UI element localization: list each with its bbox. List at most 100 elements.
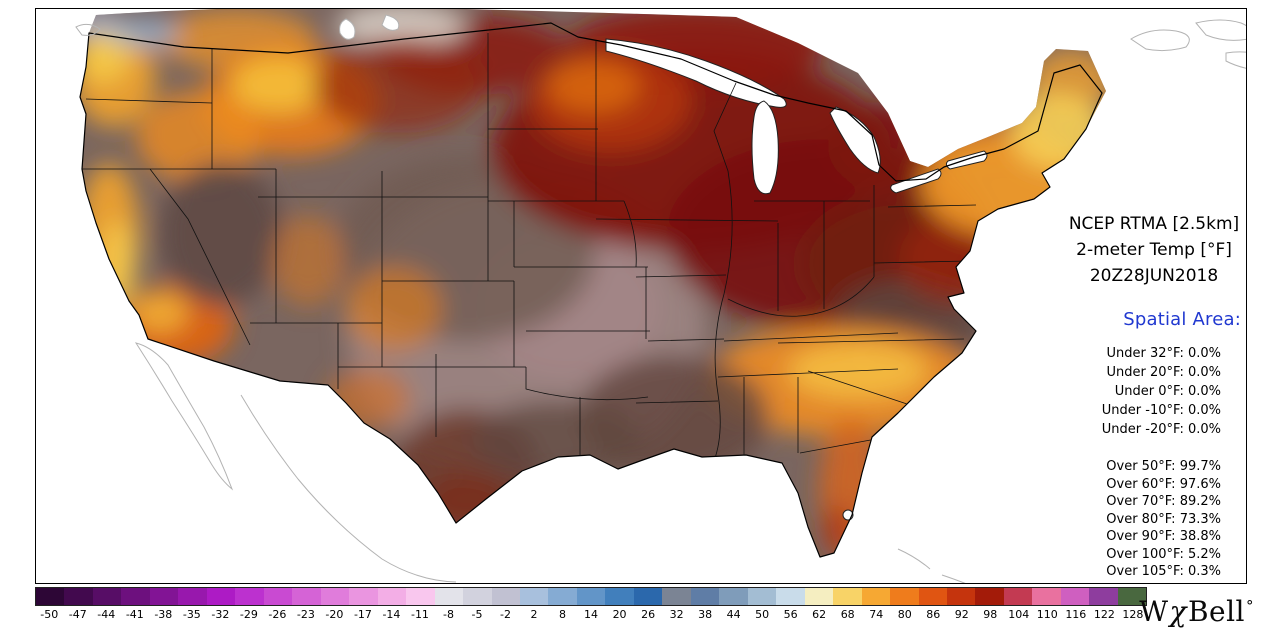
colorbar-cell <box>662 588 691 605</box>
state-borders <box>82 29 977 462</box>
weatherbell-logo: WχBell° <box>1139 595 1254 628</box>
colorbar-tick-label: 2 <box>530 608 538 621</box>
colorbar-cell <box>633 588 663 605</box>
colorbar-tick-label: -23 <box>296 608 315 621</box>
spatial-area-title: Spatial Area: <box>1123 309 1241 330</box>
colorbar-tick-label: -32 <box>211 608 230 621</box>
colorbar-tick-label: 74 <box>869 608 884 621</box>
colorbar-tick-label: -26 <box>268 608 287 621</box>
colorbar-cell <box>406 588 435 605</box>
logo-chi: χ <box>1169 595 1187 628</box>
colorbar-cell <box>377 588 407 605</box>
colorbar-tick-label: -47 <box>68 608 87 621</box>
logo-prefix: W <box>1139 595 1169 628</box>
us-stats: United States: Avg: 85.4°F Min: 31.0°F M… <box>71 523 308 583</box>
colorbar-tick-label: 98 <box>983 608 998 621</box>
colorbar-tick-label: -14 <box>382 608 401 621</box>
colorbar-ticks: -50 -47 -44 -41 -38 -35 -32 -29 -26 -23 -20 -17 -14-… <box>35 608 1147 621</box>
spatial-over-list: Over 50°F: 99.7% Over 60°F: 97.6% Over 70°… <box>1102 458 1221 581</box>
colorbar-tick-label: -35 <box>182 608 201 621</box>
colorbar-cell <box>349 588 378 605</box>
spatial-over-line: Over 100°F: 5.2% <box>1106 546 1221 562</box>
colorbar-cell <box>491 588 520 605</box>
spatial-under-line: Under -10°F: 0.0% <box>1101 403 1221 418</box>
valid-time: 20Z28JUN2018 <box>1089 266 1219 286</box>
logo-suffix: Bell <box>1187 595 1245 628</box>
colorbar-cell <box>1089 588 1118 605</box>
colorbar-cell <box>206 588 236 605</box>
colorbar-tick-label: 44 <box>726 608 741 621</box>
spatial-under-line: Under 32°F: 0.0% <box>1106 346 1221 361</box>
colorbar-cell <box>36 588 65 605</box>
colorbar-cell <box>890 588 919 605</box>
colorbar-cell <box>235 588 264 605</box>
colorbar-tick-label: 14 <box>584 608 599 621</box>
product-name: 2-meter Temp [°F] <box>1076 240 1232 260</box>
colorbar-tick-label: -20 <box>325 608 344 621</box>
colorbar-cell <box>576 588 606 605</box>
colorbar-cell <box>519 588 549 605</box>
colorbar-cell <box>463 588 492 605</box>
colorbar-tick-label: 122 <box>1093 608 1115 621</box>
colorbar-cell <box>548 588 577 605</box>
colorbar-cell <box>833 588 862 605</box>
colorbar-tick-label: 50 <box>755 608 770 621</box>
colorbar-cell <box>1117 588 1147 605</box>
spatial-over-line: Over 80°F: 73.3% <box>1106 511 1221 527</box>
colorbar-tick-label: 86 <box>926 608 941 621</box>
colorbar-cell <box>434 588 464 605</box>
spatial-under-line: Under -20°F: 0.0% <box>1101 422 1221 437</box>
spatial-area-panel: Spatial Area: Under 32°F: 0.0% Under 20°F… <box>1102 309 1241 581</box>
colorbar-cell <box>149 588 179 605</box>
colorbar-cell <box>861 588 891 605</box>
colorbar-tick-label: 56 <box>783 608 798 621</box>
spatial-under-list: Under 32°F: 0.0% Under 20°F: 0.0% Under 0°… <box>1102 344 1221 439</box>
colorbar-tick-label: 104 <box>1008 608 1030 621</box>
spatial-under-line: Under 0°F: 0.0% <box>1114 384 1221 399</box>
colorbar-tick-label: 68 <box>840 608 855 621</box>
spatial-over-line: Over 90°F: 38.8% <box>1106 529 1221 544</box>
colorbar-tick-label: -50 <box>40 608 59 621</box>
us-border <box>79 22 1103 558</box>
colorbar-cell <box>776 588 805 605</box>
colorbar-tick-label: 20 <box>612 608 627 621</box>
colorbar-cell <box>1003 588 1033 605</box>
colorbar-cell <box>263 588 293 605</box>
colorbar-cell <box>1032 588 1061 605</box>
colorbar-cell <box>719 588 748 605</box>
colorbar-tick-label: -38 <box>154 608 173 621</box>
spatial-under-line: Under 20°F: 0.0% <box>1106 365 1221 380</box>
colorbar-cell <box>178 588 207 605</box>
model-name: NCEP RTMA [2.5km] <box>1068 214 1240 234</box>
colorbar-cell <box>918 588 947 605</box>
colorbar-cell <box>975 588 1004 605</box>
model-info: NCEP RTMA [2.5km] 2-meter Temp [°F] 20Z2… <box>1064 211 1244 289</box>
logo-degree-icon: ° <box>1246 597 1254 615</box>
colorbar-tick-label: -2 <box>500 608 511 621</box>
spatial-over-line: Over 50°F: 99.7% <box>1106 459 1221 474</box>
colorbar-tick-label: 38 <box>698 608 713 621</box>
colorbar <box>35 587 1147 606</box>
colorbar-tick-label: -44 <box>97 608 116 621</box>
colorbar-tick-label: 80 <box>897 608 912 621</box>
map-frame: NCEP RTMA [2.5km] 2-meter Temp [°F] 20Z2… <box>35 8 1247 584</box>
colorbar-tick-label: 116 <box>1065 608 1087 621</box>
colorbar-tick-label: -8 <box>442 608 454 621</box>
spatial-over-line: Over 60°F: 97.6% <box>1106 476 1221 492</box>
colorbar-tick-label: -41 <box>125 608 144 621</box>
colorbar-tick-label: 92 <box>954 608 969 621</box>
colorbar-tick-label: 128 <box>1122 608 1144 621</box>
colorbar-cell <box>320 588 350 605</box>
colorbar-tick-label: 110 <box>1036 608 1058 621</box>
colorbar-cell <box>947 588 976 605</box>
colorbar-tick-label: -17 <box>353 608 372 621</box>
spatial-over-line: Over 105°F: 0.3% <box>1106 564 1221 579</box>
colorbar-tick-label: 32 <box>669 608 684 621</box>
colorbar-tick-label: 62 <box>812 608 827 621</box>
colorbar-cell <box>64 588 93 605</box>
colorbar-cell <box>92 588 122 605</box>
colorbar-cell <box>292 588 321 605</box>
colorbar-cell <box>690 588 720 605</box>
colorbar-cell <box>605 588 634 605</box>
colorbar-cell <box>747 588 777 605</box>
